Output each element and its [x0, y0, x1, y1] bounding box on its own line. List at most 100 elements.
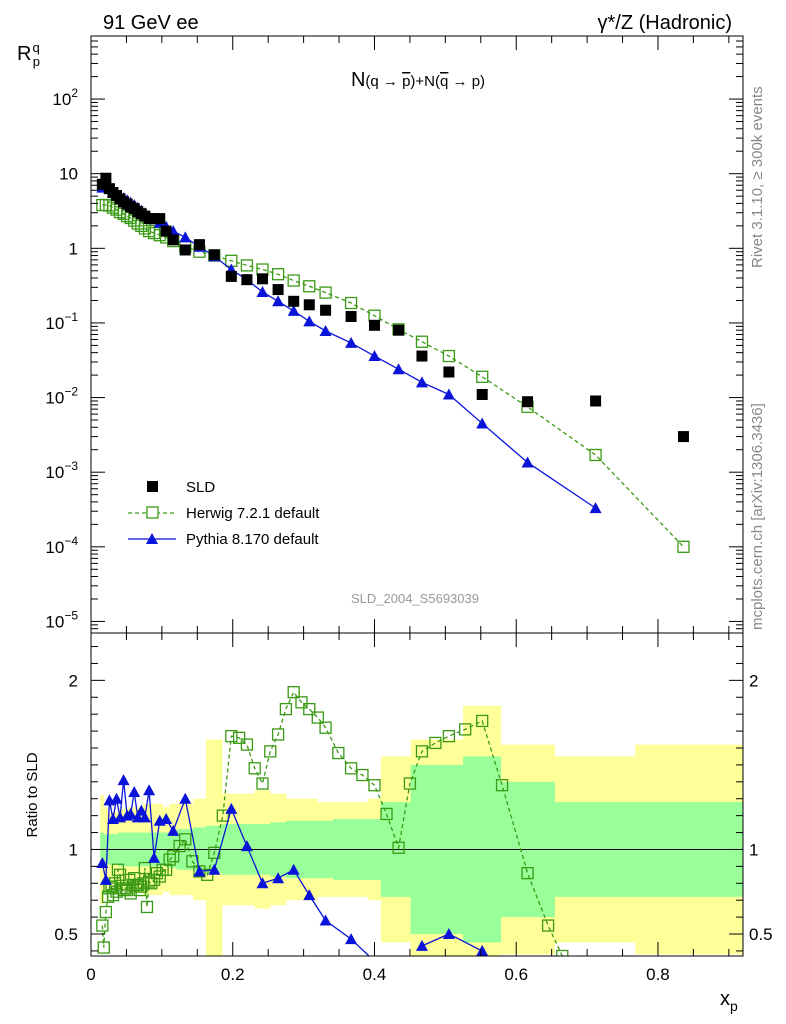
ratio-herwig-point — [459, 723, 472, 736]
ratio-pythia-point — [442, 928, 455, 940]
x-tick-label: 0.6 — [504, 965, 528, 984]
mcplots-source-label: mcplots.cern.ch [arXiv:1306.3436] — [749, 403, 766, 630]
ratio-pythia-point — [303, 889, 316, 901]
ratio-herwig-point — [225, 730, 238, 743]
ratio-pythia-point — [124, 807, 137, 819]
main-sld-point — [154, 213, 166, 225]
ratio-herwig-point — [256, 777, 269, 790]
main-sld-point — [241, 274, 253, 286]
ratio-herwig-line — [101, 690, 563, 956]
main-herwig-point — [415, 335, 429, 348]
main-pythia-point — [415, 376, 428, 388]
ratio-pythia-point — [167, 824, 180, 836]
main-y-tick-label: 10−5 — [45, 608, 78, 631]
ratio-herwig-point — [368, 779, 381, 792]
ratio-herwig-point — [140, 900, 154, 914]
ratio-herwig-point — [311, 711, 324, 724]
main-sld-point — [320, 304, 332, 316]
ratio-herwig-point — [99, 905, 113, 919]
ratio-herwig-point — [159, 863, 173, 876]
legend-marker-pythia — [146, 533, 158, 544]
main-sld-point — [345, 310, 357, 322]
ratio-y-tick-label-right: 1 — [749, 840, 758, 859]
main-sld-point — [179, 244, 191, 256]
main-herwig-point — [303, 280, 316, 293]
ratio-pythia-point — [179, 792, 192, 804]
main-pythia-point — [368, 350, 381, 362]
main-pythia-point — [319, 324, 332, 336]
main-sld-point — [590, 395, 602, 407]
ratio-herwig-point — [521, 866, 534, 880]
ratio-pythia-point — [272, 872, 285, 884]
ratio-pythia-point — [99, 873, 112, 885]
main-title: N(q → p)+N(q → p) — [351, 69, 485, 91]
ratio-herwig-point — [303, 702, 316, 716]
main-pythia-point — [345, 336, 358, 348]
main-herwig-point — [589, 448, 602, 462]
ratio-pythia-point — [160, 813, 173, 825]
ratio-pythia-point — [110, 792, 123, 804]
ratio-herwig-point — [138, 861, 152, 875]
rivet-version-label: Rivet 3.1.10, ≥ 300k events — [749, 86, 766, 268]
main-herwig-point — [319, 286, 332, 299]
main-herwig-point — [103, 199, 116, 212]
main-herwig-point — [476, 370, 489, 383]
main-sld-point — [100, 172, 112, 184]
main-sld-point — [96, 178, 108, 190]
ratio-herwig-point — [556, 949, 569, 956]
main-y-tick-label: 1 — [69, 239, 78, 258]
main-herwig-point — [287, 274, 300, 287]
main-y-tick-label: 10 — [59, 165, 78, 184]
legend-label-pythia: Pythia 8.170 default — [186, 531, 319, 548]
ratio-herwig-point — [287, 686, 300, 699]
main-sld-point — [368, 319, 380, 331]
x-tick-label: 0.8 — [646, 965, 670, 984]
ratio-herwig-point — [429, 736, 442, 750]
main-sld-point — [148, 213, 160, 225]
main-pythia-point — [589, 502, 602, 514]
ratio-herwig-point — [442, 730, 456, 743]
main-sld-point — [416, 350, 428, 362]
legend-label-sld: SLD — [186, 479, 215, 496]
header-right-label: γ*/Z (Hadronic) — [598, 12, 732, 34]
main-pythia-point — [476, 417, 489, 429]
legend: SLD Herwig 7.2.1 default Pythia 8.170 de… — [128, 479, 320, 548]
main-herwig-point — [240, 259, 254, 272]
ratio-herwig-point — [356, 768, 369, 782]
ratio-herwig-point — [240, 738, 254, 751]
ratio-herwig-point — [332, 746, 345, 760]
main-sld-point — [476, 388, 488, 400]
ratio-y-tick-label-left: 2 — [69, 671, 78, 690]
ratio-herwig-point — [403, 777, 417, 790]
main-pythia-point — [303, 315, 316, 327]
main-sld-point — [208, 249, 220, 261]
ratio-pythia-point — [96, 856, 109, 868]
main-sld-point — [303, 299, 315, 311]
ratio-herwig-point — [392, 841, 405, 854]
main-sld-point — [443, 366, 455, 378]
main-sld-point — [288, 295, 300, 307]
ratio-herwig-point — [279, 702, 293, 716]
ratio-pythia-point — [138, 811, 151, 823]
ratio-pythia-point — [287, 863, 300, 875]
ratio-y-tick-label-left: 0.5 — [54, 925, 78, 944]
ratio-plot-axes: 0.5 0.5 1 1 2 2 0 0.2 0.4 0.6 0.8 — [54, 632, 773, 984]
ratio-herwig-point — [216, 809, 229, 822]
ratio-herwig-point — [179, 833, 192, 846]
ratio-y-tick-label-left: 1 — [69, 840, 78, 859]
ratio-herwig-point — [153, 870, 166, 883]
main-y-tick-label: 102 — [52, 86, 78, 109]
x-axis-label: xp — [720, 988, 738, 1014]
ratio-herwig-point — [295, 696, 308, 709]
ratio-herwig-point — [415, 745, 429, 758]
x-tick-label: 0.4 — [363, 965, 387, 984]
ratio-herwig-point — [495, 779, 509, 792]
ratio-pythia-point — [240, 840, 253, 852]
header-left-label: 91 GeV ee — [103, 12, 199, 34]
ratio-herwig-point — [133, 883, 147, 897]
main-pythia-point — [521, 456, 534, 468]
main-sld-point — [522, 396, 534, 408]
ratio-herwig-point — [97, 941, 110, 954]
main-sld-point — [257, 273, 269, 285]
ratio-herwig-point — [96, 919, 109, 932]
